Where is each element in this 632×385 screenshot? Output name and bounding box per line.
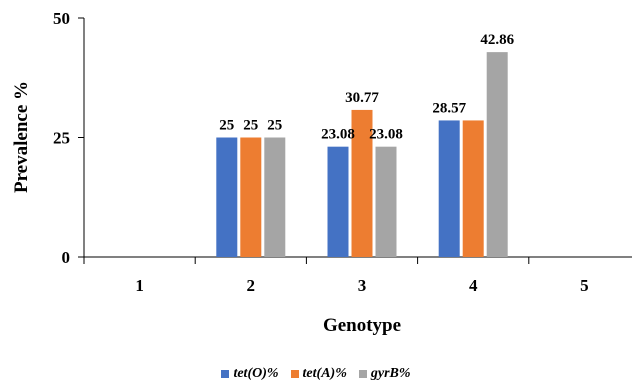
bar	[264, 137, 286, 257]
y-tick-label: 0	[62, 248, 71, 267]
bars	[216, 52, 508, 258]
x-tick-label: 4	[469, 276, 478, 295]
bar	[216, 137, 238, 257]
bar	[240, 137, 262, 257]
data-label: 30.77	[345, 90, 379, 106]
y-axis-title: Prevalence %	[11, 81, 32, 193]
legend-item: gyrB%	[358, 366, 411, 382]
legend-label: tet(A)%	[302, 366, 347, 381]
data-label: 42.86	[480, 32, 514, 48]
x-tick-label: 1	[135, 276, 144, 295]
bar	[462, 120, 484, 258]
legend-swatch	[290, 370, 299, 378]
data-label: 23.08	[321, 127, 355, 143]
bar	[486, 52, 508, 258]
legend-label: gyrB%	[370, 366, 411, 381]
bar	[375, 146, 397, 257]
x-tick-label: 3	[358, 276, 367, 295]
bar	[351, 109, 373, 257]
x-tick-label: 2	[247, 276, 256, 295]
data-label: 25	[243, 118, 258, 134]
legend-label: tet(O)%	[233, 366, 279, 381]
x-axis-title: Genotype	[323, 315, 401, 336]
legend-swatch	[221, 370, 230, 378]
legend-swatch	[358, 370, 367, 378]
legend-item: tet(A)%	[290, 366, 347, 382]
data-label: 28.57	[432, 100, 466, 116]
axes: 0 25 50 1 2 3 4 5	[53, 9, 632, 295]
legend: tet(O)% tet(A)% gyrB%	[0, 366, 632, 382]
data-labels: 25 25 25 23.08 30.77 23.08 28.57 42.86	[219, 32, 514, 143]
x-tick-label: 5	[580, 276, 589, 295]
bar	[327, 146, 349, 257]
y-tick-label: 50	[53, 9, 70, 28]
legend-item: tet(O)%	[221, 366, 279, 382]
y-tick-label: 25	[53, 129, 70, 148]
data-label: 25	[267, 118, 282, 134]
data-label: 25	[219, 118, 234, 134]
bar	[438, 120, 460, 258]
data-label: 23.08	[369, 127, 403, 143]
